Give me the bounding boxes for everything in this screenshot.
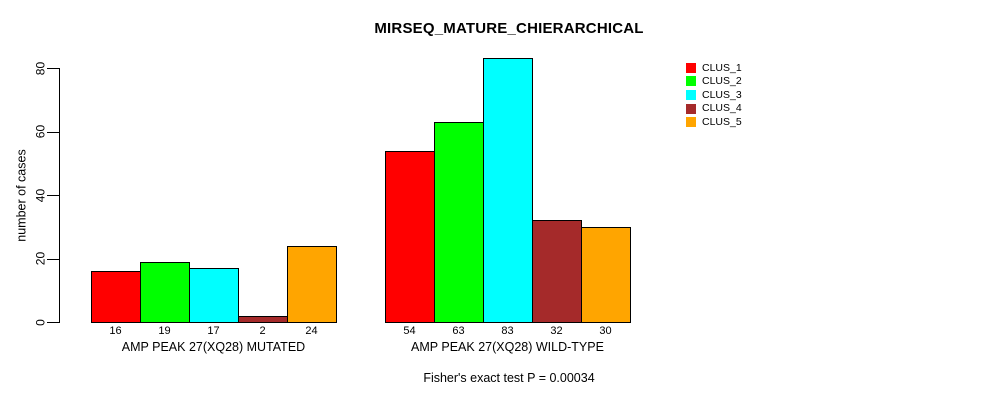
y-axis-tick bbox=[47, 131, 59, 133]
legend: CLUS_1 CLUS_2 CLUS_3 CLUS_4 CLUS_5 bbox=[686, 61, 742, 129]
bar-clus_3-1 bbox=[189, 268, 239, 323]
bar-clus_5-1 bbox=[287, 246, 337, 323]
y-axis-tick bbox=[47, 68, 59, 70]
bar-value-label: 24 bbox=[305, 325, 318, 337]
bar-clus_2-1 bbox=[140, 262, 190, 323]
bar-clus_1-1 bbox=[91, 271, 141, 323]
y-axis-line bbox=[59, 68, 61, 323]
legend-item-clus_1: CLUS_1 bbox=[686, 61, 742, 75]
legend-label: CLUS_2 bbox=[702, 75, 742, 88]
y-tick-label: 60 bbox=[33, 124, 47, 139]
y-axis-tick bbox=[47, 258, 59, 260]
bar-value-label: 32 bbox=[550, 325, 563, 337]
legend-item-clus_3: CLUS_3 bbox=[686, 88, 742, 102]
chart-title: MIRSEQ_MATURE_CHIERARCHICAL bbox=[374, 20, 644, 37]
legend-swatch-clus_4 bbox=[686, 103, 696, 114]
legend-label: CLUS_3 bbox=[702, 88, 742, 101]
legend-label: CLUS_5 bbox=[702, 115, 742, 128]
legend-swatch-clus_5 bbox=[686, 117, 696, 128]
y-tick-label: 40 bbox=[33, 188, 47, 202]
group-label: AMP PEAK 27(XQ28) MUTATED bbox=[121, 340, 306, 354]
bar-clus_3-2 bbox=[483, 58, 533, 323]
bar-value-label: 54 bbox=[403, 325, 416, 337]
legend-item-clus_4: CLUS_4 bbox=[686, 102, 742, 116]
legend-item-clus_5: CLUS_5 bbox=[686, 115, 742, 129]
group-label: AMP PEAK 27(XQ28) WILD-TYPE bbox=[411, 340, 604, 354]
bar-clus_2-2 bbox=[434, 122, 484, 323]
bar-value-label: 17 bbox=[207, 325, 220, 337]
y-tick-label: 80 bbox=[33, 61, 47, 75]
bar-value-label: 63 bbox=[452, 325, 465, 337]
legend-item-clus_2: CLUS_2 bbox=[686, 75, 742, 89]
bar-value-label: 30 bbox=[599, 325, 612, 337]
bar-clus_5-2 bbox=[581, 227, 631, 323]
bar-value-label: 2 bbox=[259, 325, 266, 337]
legend-label: CLUS_1 bbox=[702, 61, 742, 74]
bar-clus_4-1 bbox=[238, 316, 288, 323]
footnote: Fisher's exact test P = 0.00034 bbox=[423, 371, 595, 385]
y-tick-label: 20 bbox=[33, 251, 47, 266]
legend-label: CLUS_4 bbox=[702, 102, 742, 115]
bar-clus_4-2 bbox=[532, 220, 582, 323]
bar-value-label: 83 bbox=[501, 325, 514, 337]
y-axis-tick bbox=[47, 195, 59, 197]
y-axis-label: number of cases bbox=[14, 149, 29, 242]
legend-swatch-clus_1 bbox=[686, 62, 696, 73]
legend-swatch-clus_2 bbox=[686, 76, 696, 87]
bar-value-label: 16 bbox=[109, 325, 122, 337]
y-axis-tick bbox=[47, 322, 59, 324]
legend-swatch-clus_3 bbox=[686, 89, 696, 100]
bar-value-label: 19 bbox=[158, 325, 171, 337]
y-tick-label: 0 bbox=[33, 318, 47, 326]
bar-clus_1-2 bbox=[385, 151, 435, 323]
